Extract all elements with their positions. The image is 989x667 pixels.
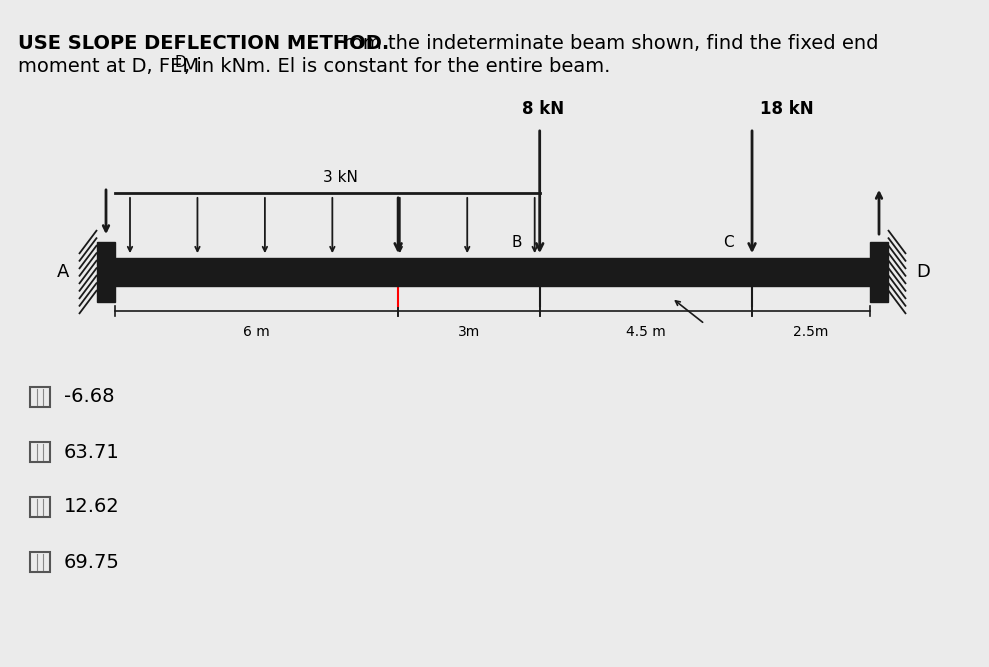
Text: D: D	[916, 263, 930, 281]
Bar	[30, 442, 50, 462]
Bar	[30, 552, 50, 572]
Bar	[30, 387, 50, 407]
Text: C: C	[723, 235, 734, 250]
Bar	[30, 497, 50, 517]
Bar	[115, 258, 870, 286]
Text: 69.75: 69.75	[64, 552, 120, 572]
Text: USE SLOPE DEFLECTION METHOD.: USE SLOPE DEFLECTION METHOD.	[18, 34, 390, 53]
Text: A: A	[56, 263, 69, 281]
Text: B: B	[511, 235, 521, 250]
Text: 2.5m: 2.5m	[793, 325, 829, 339]
Text: moment at D, FEM: moment at D, FEM	[18, 57, 199, 76]
Text: 18 kN: 18 kN	[760, 100, 814, 118]
Bar	[870, 242, 888, 302]
Text: 6 m: 6 m	[243, 325, 270, 339]
Text: 3m: 3m	[458, 325, 480, 339]
Bar	[97, 242, 115, 302]
Text: From the indeterminate beam shown, find the fixed end: From the indeterminate beam shown, find …	[327, 34, 878, 53]
Text: D: D	[175, 55, 187, 70]
Text: 3 kN: 3 kN	[323, 170, 358, 185]
Text: 8 kN: 8 kN	[521, 100, 564, 118]
Text: 4.5 m: 4.5 m	[626, 325, 666, 339]
Text: , in kNm. El is constant for the entire beam.: , in kNm. El is constant for the entire …	[184, 57, 610, 76]
Text: 12.62: 12.62	[64, 498, 120, 516]
Text: 63.71: 63.71	[64, 442, 120, 462]
Text: -6.68: -6.68	[64, 388, 115, 406]
